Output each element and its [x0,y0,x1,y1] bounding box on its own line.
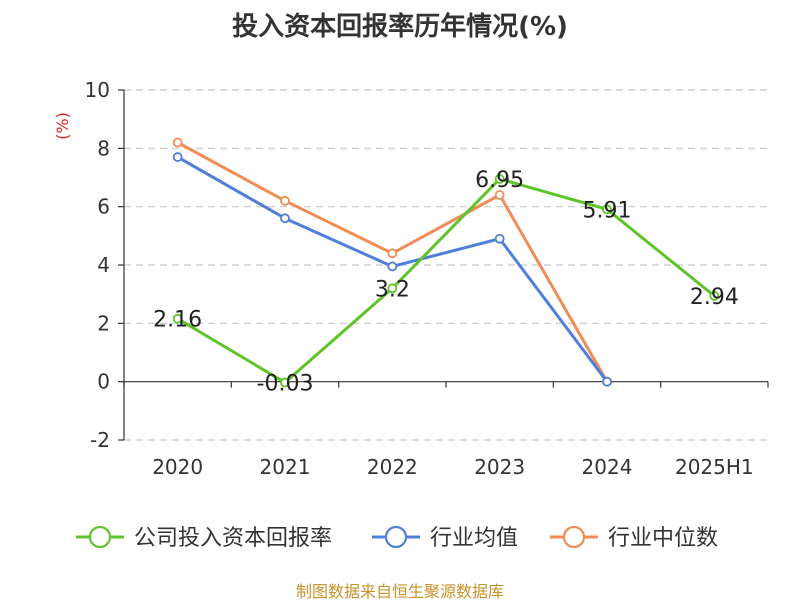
data-point [387,283,398,294]
data-point [494,190,505,200]
data-point [387,261,398,272]
x-tick-label: 2021 [260,455,311,479]
data-point [494,233,505,244]
legend-label: 行业中位数 [608,526,718,551]
series-line-0 [176,177,716,385]
legend-marker [384,525,408,549]
data-label: -0.03 [257,372,314,397]
y-tick-label: 4 [97,253,110,277]
legend-marker [88,525,112,549]
series [172,137,720,388]
data-labels: 2.16 -0.03 3.2 6.95 5.91 2.94 [153,168,739,397]
x-tick-label: 2023 [474,455,525,479]
data-point [172,152,183,162]
legend: 公司投入资本回报率 行业均值 行业中位数 [76,525,718,551]
data-point [494,174,505,184]
x-tick-label: 2024 [582,455,633,479]
data-point [280,195,290,206]
data-label: 3.2 [375,277,410,302]
data-point [602,376,612,387]
data-label: 2.94 [690,285,739,310]
y-tick-label: -2 [90,428,110,452]
y-axis-label: (%) [53,112,72,140]
legend-marker [562,525,586,549]
legend-label: 公司投入资本回报率 [134,526,332,551]
legend-label: 行业均值 [430,526,518,551]
y-tick-label: 0 [97,370,110,394]
data-point [172,137,183,148]
data-point [387,248,398,259]
data-point [280,213,290,224]
y-tick-label: 2 [97,311,110,335]
data-label: 2.16 [153,308,202,333]
chart-title: 投入资本回报率历年情况(%) [232,12,568,42]
source-note: 制图数据来自恒生聚源数据库 [295,582,504,601]
x-tick-label: 2020 [152,455,203,479]
data-point [280,377,290,388]
x-tick-label: 2025H1 [675,455,754,479]
axes: -2 0 2 4 6 8 10 2020 2021 2022 2023 2024 2025H1 [85,78,769,479]
y-tick-label: 6 [97,195,110,219]
y-tick-label: 8 [97,136,110,160]
data-point [172,313,183,324]
x-tick-label: 2022 [367,455,418,479]
data-label: 6.95 [475,168,524,193]
data-point [709,291,720,301]
y-tick-label: 10 [85,78,110,102]
data-point [602,204,612,215]
data-label: 5.91 [583,198,632,223]
